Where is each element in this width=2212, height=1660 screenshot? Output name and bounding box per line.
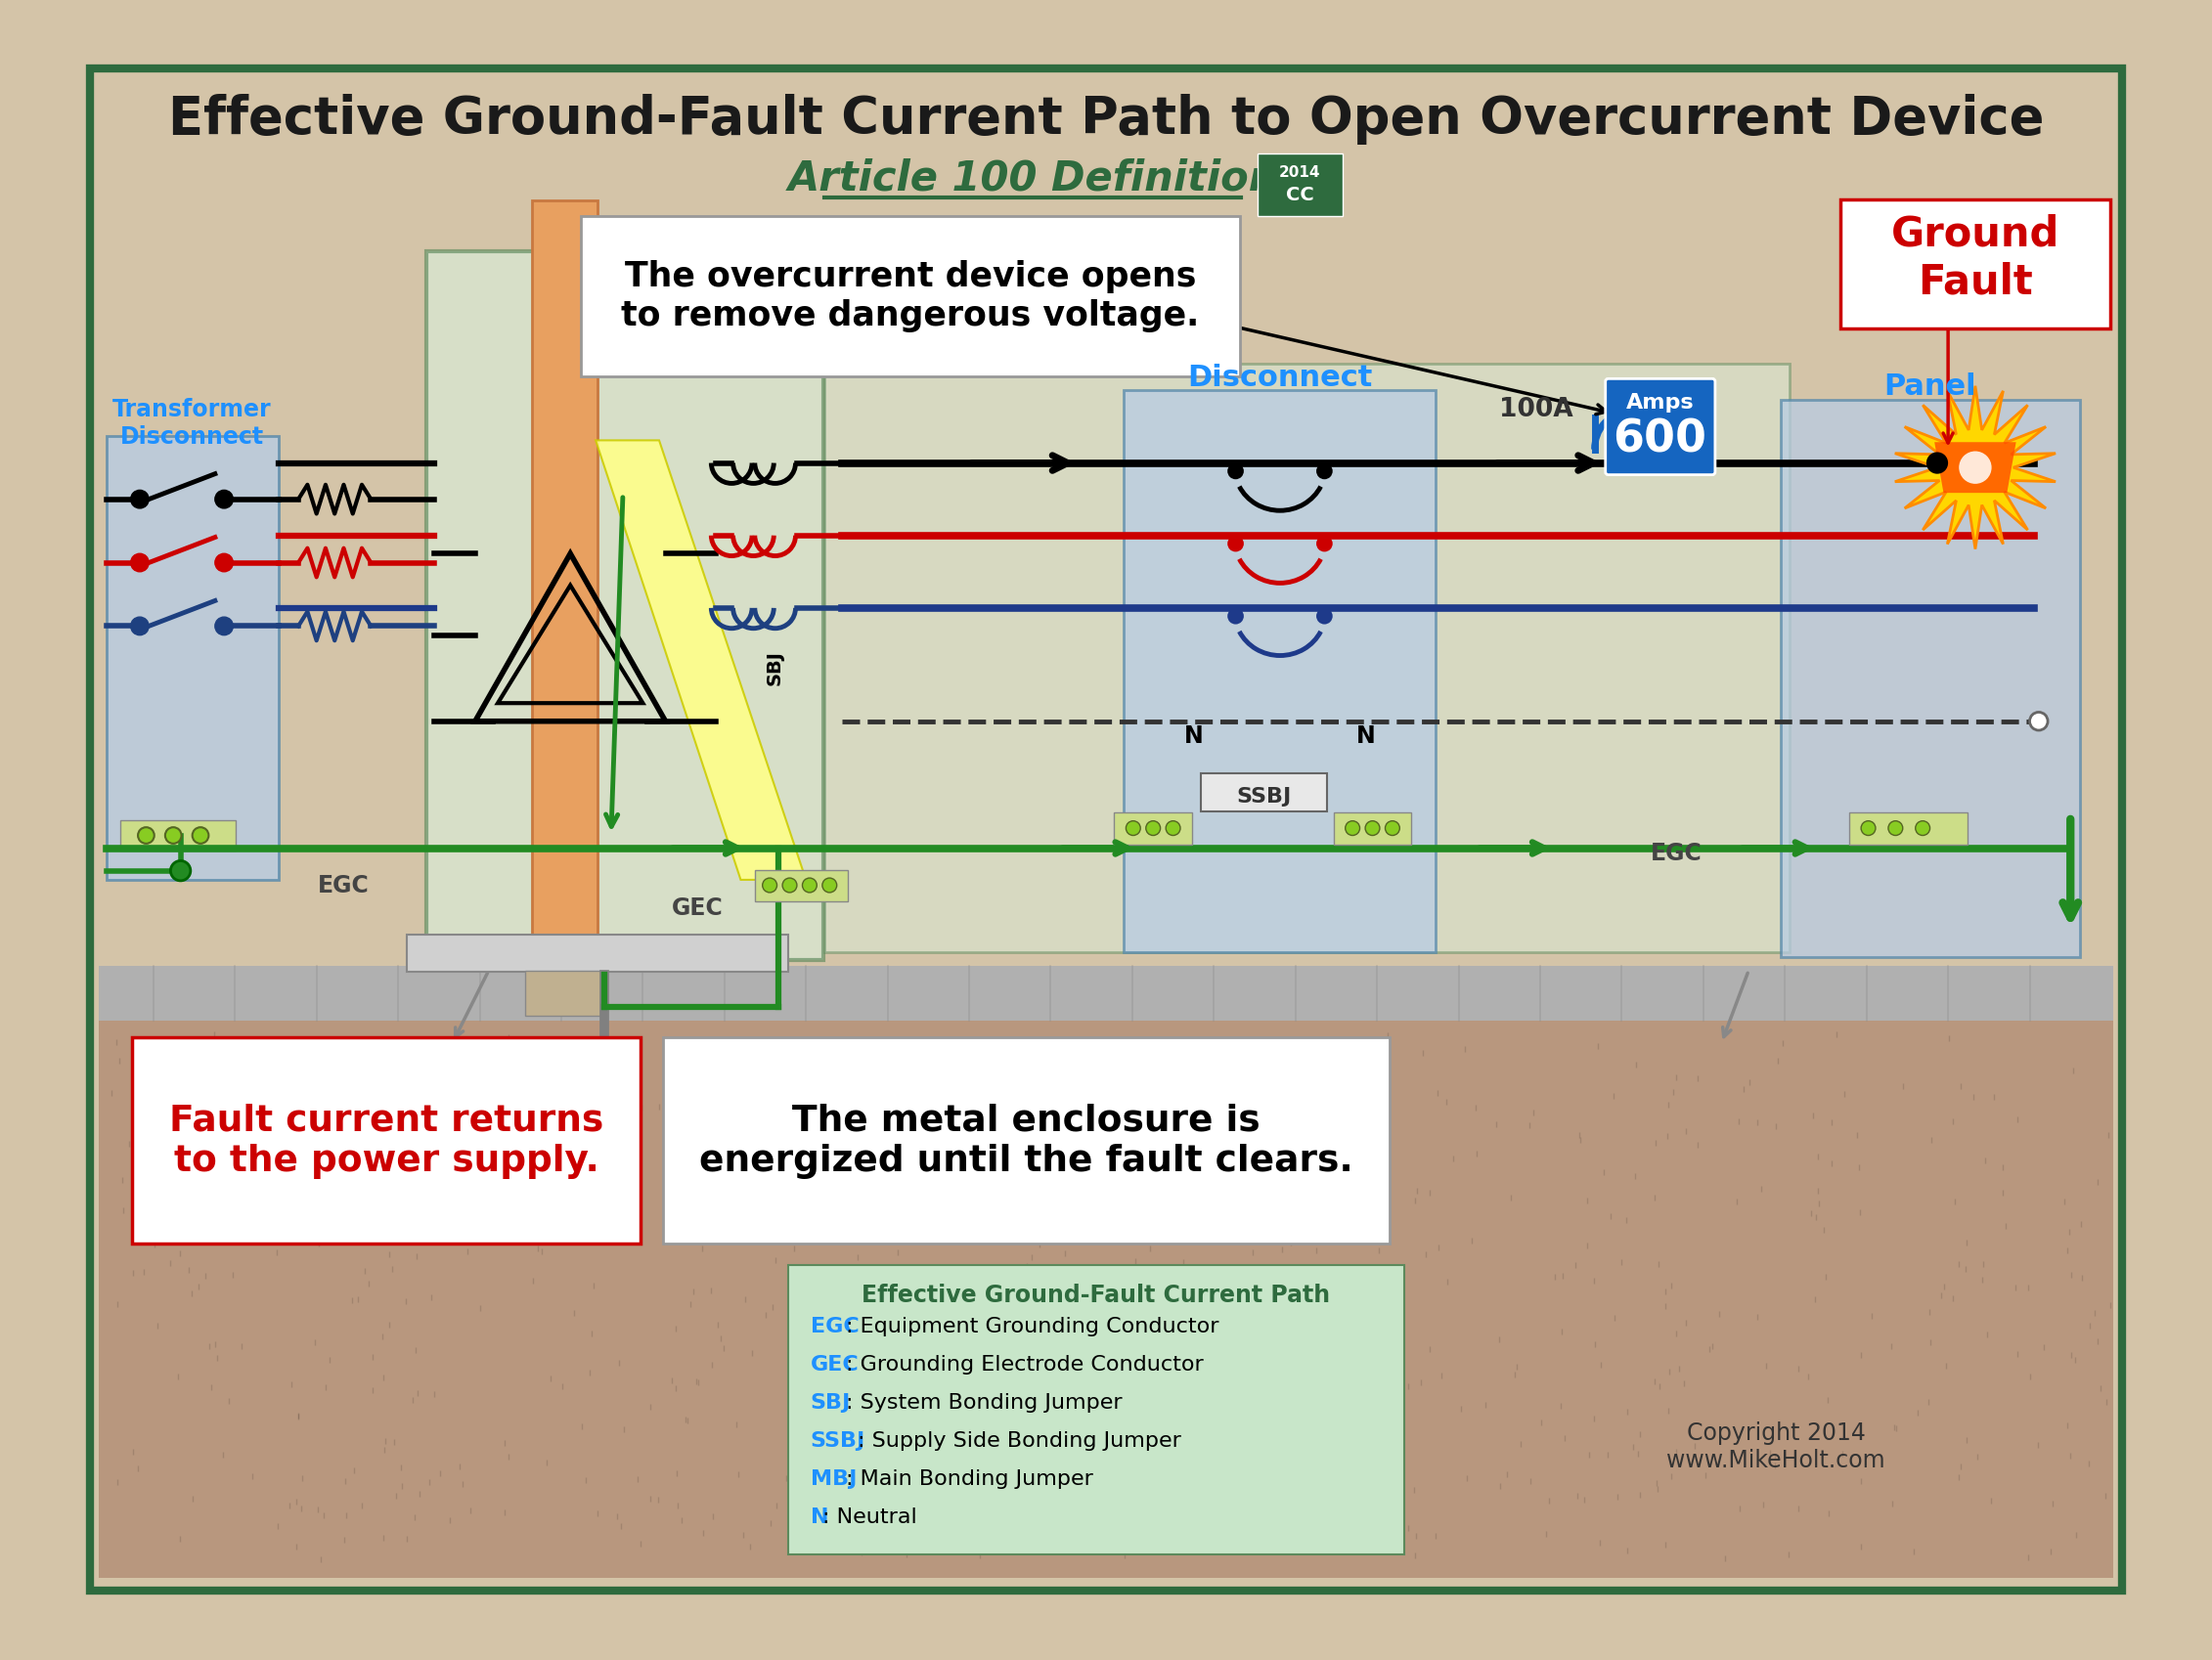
Text: Ground
Fault: Ground Fault: [1891, 214, 2059, 302]
Text: GEC: GEC: [810, 1355, 858, 1373]
Text: MBJ: MBJ: [810, 1467, 856, 1487]
Circle shape: [131, 618, 148, 636]
Circle shape: [1146, 822, 1161, 837]
FancyBboxPatch shape: [106, 437, 279, 880]
Text: EGC: EGC: [1650, 842, 1701, 865]
Text: GEC: GEC: [672, 896, 723, 920]
Circle shape: [1126, 822, 1141, 837]
Text: : Equipment Grounding Conductor: : Equipment Grounding Conductor: [845, 1316, 1219, 1336]
Text: N: N: [1183, 724, 1203, 747]
Circle shape: [763, 878, 776, 893]
FancyBboxPatch shape: [1124, 392, 1436, 953]
Text: N: N: [1356, 724, 1376, 747]
FancyBboxPatch shape: [427, 252, 823, 961]
Circle shape: [1228, 609, 1243, 624]
Circle shape: [823, 878, 836, 893]
Text: SSBJ: SSBJ: [1237, 787, 1292, 805]
Text: N: N: [810, 1506, 830, 1526]
FancyBboxPatch shape: [407, 935, 787, 973]
FancyBboxPatch shape: [1781, 400, 2079, 958]
Circle shape: [1889, 822, 1902, 837]
FancyBboxPatch shape: [787, 1265, 1405, 1555]
Text: EGC: EGC: [810, 1316, 858, 1336]
Circle shape: [1316, 463, 1332, 480]
FancyBboxPatch shape: [1334, 813, 1411, 845]
Circle shape: [170, 862, 190, 881]
Text: 100A: 100A: [1500, 397, 1573, 422]
FancyBboxPatch shape: [1256, 154, 1343, 216]
FancyBboxPatch shape: [91, 70, 2121, 1590]
Circle shape: [1166, 822, 1181, 837]
Text: Fault current returns
to the power supply.: Fault current returns to the power suppl…: [168, 1102, 604, 1179]
Text: SSBJ: SSBJ: [810, 1431, 865, 1449]
FancyBboxPatch shape: [524, 971, 606, 1016]
Text: : Grounding Electrode Conductor: : Grounding Electrode Conductor: [845, 1355, 1203, 1373]
Circle shape: [1860, 822, 1876, 837]
FancyBboxPatch shape: [100, 966, 2112, 1021]
FancyBboxPatch shape: [1115, 813, 1192, 845]
Text: The metal enclosure is
energized until the fault clears.: The metal enclosure is energized until t…: [699, 1102, 1354, 1179]
Circle shape: [131, 491, 148, 510]
Text: SBJ: SBJ: [765, 651, 783, 686]
Circle shape: [1345, 822, 1360, 837]
Text: CC: CC: [1285, 186, 1314, 204]
Text: Article 100 Definition: Article 100 Definition: [787, 158, 1279, 199]
Circle shape: [137, 828, 155, 843]
Text: : Supply Side Bonding Jumper: : Supply Side Bonding Jumper: [858, 1431, 1181, 1449]
FancyBboxPatch shape: [100, 1016, 2112, 1577]
Text: SBJ: SBJ: [810, 1393, 852, 1411]
FancyBboxPatch shape: [533, 201, 597, 989]
Text: The overcurrent device opens
to remove dangerous voltage.: The overcurrent device opens to remove d…: [622, 261, 1199, 332]
FancyBboxPatch shape: [1201, 774, 1327, 812]
Circle shape: [803, 878, 816, 893]
Polygon shape: [1896, 387, 2055, 549]
FancyBboxPatch shape: [582, 216, 1241, 377]
Circle shape: [1228, 463, 1243, 480]
Circle shape: [215, 618, 232, 636]
Circle shape: [1365, 822, 1380, 837]
Polygon shape: [595, 442, 805, 880]
Circle shape: [2031, 712, 2048, 730]
Circle shape: [1960, 452, 1991, 485]
Circle shape: [1927, 453, 1949, 475]
FancyBboxPatch shape: [754, 870, 847, 901]
Circle shape: [783, 878, 796, 893]
Circle shape: [1385, 822, 1400, 837]
FancyBboxPatch shape: [131, 1038, 641, 1243]
Circle shape: [1316, 609, 1332, 624]
Text: 600: 600: [1613, 417, 1708, 461]
Text: EGC: EGC: [319, 873, 369, 896]
Circle shape: [1228, 536, 1243, 553]
Circle shape: [192, 828, 208, 843]
Text: Effective Ground-Fault Current Path: Effective Ground-Fault Current Path: [863, 1283, 1329, 1306]
Text: : Neutral: : Neutral: [823, 1506, 918, 1526]
FancyBboxPatch shape: [122, 820, 237, 852]
Circle shape: [215, 491, 232, 510]
Text: Copyright 2014
www.MikeHolt.com: Copyright 2014 www.MikeHolt.com: [1666, 1421, 1885, 1472]
Text: Effective Ground-Fault Current Path to Open Overcurrent Device: Effective Ground-Fault Current Path to O…: [168, 95, 2044, 144]
Circle shape: [166, 828, 181, 843]
Text: Transformer
Disconnect: Transformer Disconnect: [113, 398, 272, 448]
Circle shape: [215, 554, 232, 573]
FancyBboxPatch shape: [1849, 813, 1966, 845]
Text: Transformer: Transformer: [659, 232, 863, 261]
FancyBboxPatch shape: [1840, 201, 2110, 330]
Polygon shape: [1936, 443, 2015, 493]
Text: Amps: Amps: [1626, 393, 1694, 413]
Text: Panel: Panel: [1885, 372, 1975, 400]
Circle shape: [131, 554, 148, 573]
Text: 2014: 2014: [1279, 164, 1321, 179]
Text: : Main Bonding Jumper: : Main Bonding Jumper: [845, 1467, 1093, 1487]
FancyBboxPatch shape: [825, 364, 1790, 953]
FancyBboxPatch shape: [664, 1038, 1389, 1243]
Circle shape: [1916, 822, 1929, 837]
Text: : System Bonding Jumper: : System Bonding Jumper: [845, 1393, 1121, 1411]
Circle shape: [1316, 536, 1332, 553]
FancyBboxPatch shape: [1606, 380, 1714, 475]
Text: Disconnect: Disconnect: [1188, 364, 1374, 392]
